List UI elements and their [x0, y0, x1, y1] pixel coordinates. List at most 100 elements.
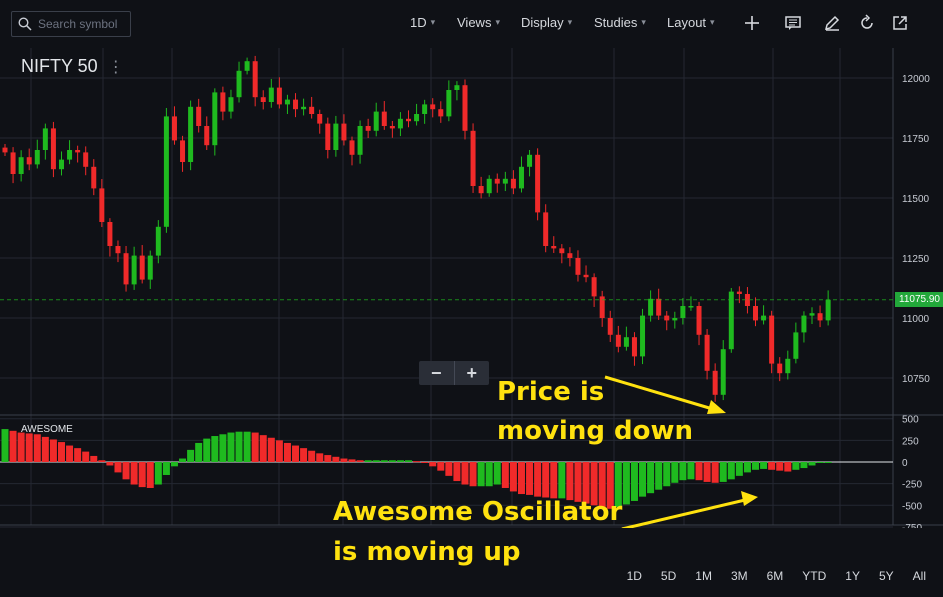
views-menu[interactable]: Views ▾: [457, 15, 500, 30]
candle: [623, 337, 629, 347]
candle: [777, 363, 783, 374]
histogram-bar: [90, 455, 98, 462]
oscillator-axis-label: -500: [902, 501, 922, 512]
symbol-name: NIFTY 50: [21, 56, 98, 76]
histogram-bar: [647, 462, 655, 494]
histogram-bar: [768, 462, 776, 470]
more-options-icon[interactable]: ⋮: [107, 58, 124, 76]
range-3m[interactable]: 3M: [730, 569, 748, 583]
range-5d[interactable]: 5D: [660, 569, 677, 583]
histogram-bar: [98, 460, 106, 462]
candle: [10, 152, 16, 174]
histogram-bar: [316, 453, 324, 462]
histogram-bar: [760, 462, 768, 469]
refresh-icon[interactable]: [856, 12, 878, 34]
candle: [672, 318, 678, 321]
histogram-bar: [776, 462, 784, 471]
candle: [284, 99, 290, 105]
histogram-bar: [122, 462, 130, 480]
symbol-label: NIFTY 50 ⋮: [21, 56, 124, 77]
pencil-icon[interactable]: [821, 12, 843, 34]
histogram-bar: [154, 462, 162, 485]
interval-menu[interactable]: 1D ▾: [410, 15, 435, 30]
arrow-oscillator-up: [621, 498, 746, 528]
candle: [615, 334, 621, 347]
histogram-bar: [195, 442, 203, 462]
histogram-bar: [509, 462, 517, 492]
histogram-bar: [727, 462, 735, 480]
candle: [212, 92, 218, 146]
histogram-bar: [598, 462, 606, 508]
candle: [656, 298, 662, 316]
candle: [769, 315, 775, 364]
range-ytd[interactable]: YTD: [802, 569, 827, 583]
search-input[interactable]: [38, 17, 128, 31]
candle: [414, 114, 420, 122]
candle: [502, 178, 508, 184]
chart-area[interactable]: 12000 11750 11500 11250 11000 10750 500 250 0 -25…: [0, 48, 943, 528]
zoom-in-button[interactable]: +: [466, 362, 477, 383]
candle: [147, 255, 153, 280]
comment-icon[interactable]: [782, 12, 804, 34]
search-box[interactable]: [11, 11, 131, 37]
candle: [761, 315, 767, 321]
price-annotation-line1: Price is: [497, 377, 605, 407]
histogram-bar: [187, 449, 195, 462]
oscillator-axis-label: 250: [902, 436, 919, 447]
candle: [115, 246, 121, 254]
layout-menu[interactable]: Layout ▾: [667, 15, 715, 30]
candle: [381, 111, 387, 126]
range-6m[interactable]: 6M: [766, 569, 784, 583]
candle: [478, 186, 484, 194]
histogram-bar: [743, 462, 751, 473]
candle: [276, 87, 282, 105]
histogram-bar: [82, 451, 90, 462]
zoom-out-button[interactable]: −: [419, 361, 455, 385]
histogram-bar: [57, 442, 65, 462]
candle: [252, 61, 258, 98]
zoom-control: − +: [419, 361, 489, 385]
range-all[interactable]: All: [912, 569, 926, 583]
add-icon[interactable]: [741, 12, 763, 34]
price-chart[interactable]: 12000 11750 11500 11250 11000 10750 500 250 0 -25…: [0, 48, 943, 528]
histogram-bar: [630, 462, 638, 501]
histogram-bar: [582, 462, 590, 504]
candle: [527, 154, 533, 167]
histogram-bar: [566, 462, 574, 501]
candle: [91, 166, 97, 189]
display-menu[interactable]: Display ▾: [521, 15, 572, 30]
histogram-bar: [114, 462, 122, 473]
candle: [196, 106, 202, 126]
candle: [430, 104, 436, 110]
arrow-head: [707, 400, 726, 414]
awesome-histogram: [0, 429, 893, 509]
histogram-bar: [324, 455, 332, 462]
candle: [2, 147, 8, 153]
interval-label: 1D: [410, 15, 427, 30]
histogram-bar: [695, 462, 703, 481]
studies-menu[interactable]: Studies ▾: [594, 15, 646, 30]
histogram-bar: [485, 462, 493, 487]
histogram-bar: [453, 462, 461, 482]
annotation-arrows: [604, 375, 758, 528]
candle: [34, 150, 40, 165]
price-axis-label: 11000: [902, 314, 930, 325]
candle: [591, 277, 597, 297]
histogram-bar: [267, 437, 275, 462]
chevron-down-icon: ▾: [495, 17, 500, 27]
range-1y[interactable]: 1Y: [845, 569, 860, 583]
candle: [744, 294, 750, 306]
range-5y[interactable]: 5Y: [878, 569, 894, 583]
arrow-head: [741, 491, 758, 506]
candle: [454, 85, 460, 90]
range-1d[interactable]: 1D: [626, 569, 642, 583]
candle: [244, 61, 250, 71]
histogram-bar: [179, 458, 187, 462]
range-1m[interactable]: 1M: [695, 569, 712, 583]
candle: [228, 97, 234, 112]
popout-icon[interactable]: [889, 12, 911, 34]
range-selector: 1D 5D 1M 3M 6M YTD 1Y 5Y All: [627, 569, 943, 583]
histogram-bar: [671, 462, 679, 483]
candle: [470, 130, 476, 186]
histogram-bar: [300, 448, 308, 462]
